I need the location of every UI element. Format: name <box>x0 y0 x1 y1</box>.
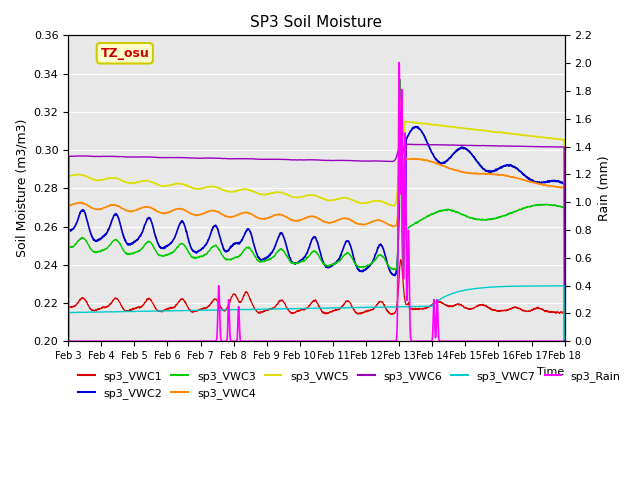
sp3_VWC6 <box>64 437 72 443</box>
sp3_VWC6 <box>551 144 559 150</box>
sp3_Rain <box>64 338 72 344</box>
sp3_VWC7 <box>551 283 559 289</box>
sp3_VWC1 <box>276 298 284 304</box>
sp3_VWC4 <box>255 216 262 221</box>
sp3_VWC1 <box>64 443 72 449</box>
sp3_VWC2 <box>276 231 284 237</box>
sp3_VWC2 <box>150 229 158 235</box>
sp3_VWC6 <box>276 156 284 162</box>
sp3_VWC1 <box>498 308 506 313</box>
sp3_VWC6 <box>561 360 568 366</box>
sp3_VWC5 <box>561 332 568 337</box>
Line: sp3_VWC3: sp3_VWC3 <box>68 80 564 480</box>
sp3_VWC3 <box>561 334 568 339</box>
Line: sp3_VWC6: sp3_VWC6 <box>68 143 564 440</box>
sp3_VWC7 <box>558 283 566 288</box>
sp3_VWC4 <box>150 206 158 212</box>
Y-axis label: Soil Moisture (m3/m3): Soil Moisture (m3/m3) <box>15 119 28 257</box>
sp3_VWC2 <box>412 124 420 130</box>
sp3_VWC2 <box>498 164 506 170</box>
sp3_VWC2 <box>121 237 129 242</box>
Line: sp3_VWC7: sp3_VWC7 <box>68 286 564 480</box>
sp3_Rain <box>396 60 403 65</box>
sp3_VWC1 <box>397 257 404 263</box>
sp3_VWC4 <box>64 410 72 416</box>
sp3_VWC5 <box>498 129 506 135</box>
sp3_VWC3 <box>551 202 559 208</box>
sp3_VWC3 <box>276 246 284 252</box>
X-axis label: Time: Time <box>538 367 564 376</box>
sp3_VWC3 <box>498 214 506 219</box>
sp3_Rain <box>498 338 506 344</box>
sp3_VWC5 <box>551 136 559 142</box>
sp3_VWC3 <box>396 77 404 83</box>
sp3_VWC5 <box>276 190 284 195</box>
sp3_VWC7 <box>497 284 505 289</box>
sp3_VWC2 <box>561 361 568 367</box>
sp3_VWC1 <box>150 303 158 309</box>
sp3_VWC3 <box>255 258 262 264</box>
sp3_VWC6 <box>121 154 129 160</box>
sp3_VWC4 <box>561 399 568 405</box>
sp3_VWC7 <box>255 306 262 312</box>
sp3_VWC7 <box>121 309 129 314</box>
Title: SP3 Soil Moisture: SP3 Soil Moisture <box>250 15 383 30</box>
sp3_VWC4 <box>498 172 506 178</box>
sp3_VWC5 <box>397 98 404 104</box>
sp3_VWC4 <box>276 212 284 217</box>
Text: TZ_osu: TZ_osu <box>100 47 149 60</box>
sp3_Rain <box>561 338 568 344</box>
sp3_VWC3 <box>121 249 129 255</box>
sp3_VWC5 <box>255 191 262 196</box>
sp3_VWC7 <box>276 306 284 312</box>
Line: sp3_VWC1: sp3_VWC1 <box>68 260 564 450</box>
sp3_VWC3 <box>150 246 158 252</box>
sp3_Rain <box>276 338 284 344</box>
sp3_VWC6 <box>397 140 404 145</box>
sp3_VWC4 <box>397 147 404 153</box>
sp3_VWC5 <box>150 180 158 186</box>
Line: sp3_VWC5: sp3_VWC5 <box>68 101 564 450</box>
sp3_VWC6 <box>498 143 506 149</box>
sp3_VWC5 <box>121 179 129 185</box>
sp3_VWC1 <box>255 311 262 316</box>
sp3_VWC7 <box>561 447 568 453</box>
sp3_VWC2 <box>64 392 72 398</box>
sp3_VWC5 <box>64 447 72 453</box>
sp3_VWC6 <box>255 156 262 162</box>
sp3_VWC1 <box>551 309 559 315</box>
sp3_Rain <box>551 338 559 344</box>
Y-axis label: Rain (mm): Rain (mm) <box>598 156 611 221</box>
sp3_Rain <box>150 338 158 344</box>
Legend: sp3_VWC1, sp3_VWC2, sp3_VWC3, sp3_VWC4, sp3_VWC5, sp3_VWC6, sp3_VWC7, sp3_Rain: sp3_VWC1, sp3_VWC2, sp3_VWC3, sp3_VWC4, … <box>74 367 625 403</box>
Line: sp3_Rain: sp3_Rain <box>68 62 564 341</box>
sp3_Rain <box>121 338 129 344</box>
sp3_VWC2 <box>255 254 262 260</box>
Line: sp3_VWC4: sp3_VWC4 <box>68 150 564 413</box>
sp3_VWC6 <box>150 155 158 160</box>
sp3_Rain <box>255 338 262 344</box>
sp3_VWC1 <box>121 307 129 313</box>
sp3_VWC1 <box>561 447 568 453</box>
Line: sp3_VWC2: sp3_VWC2 <box>68 127 564 395</box>
sp3_VWC4 <box>121 207 129 213</box>
sp3_VWC2 <box>551 178 559 184</box>
sp3_VWC7 <box>150 308 158 314</box>
sp3_VWC4 <box>551 183 559 189</box>
